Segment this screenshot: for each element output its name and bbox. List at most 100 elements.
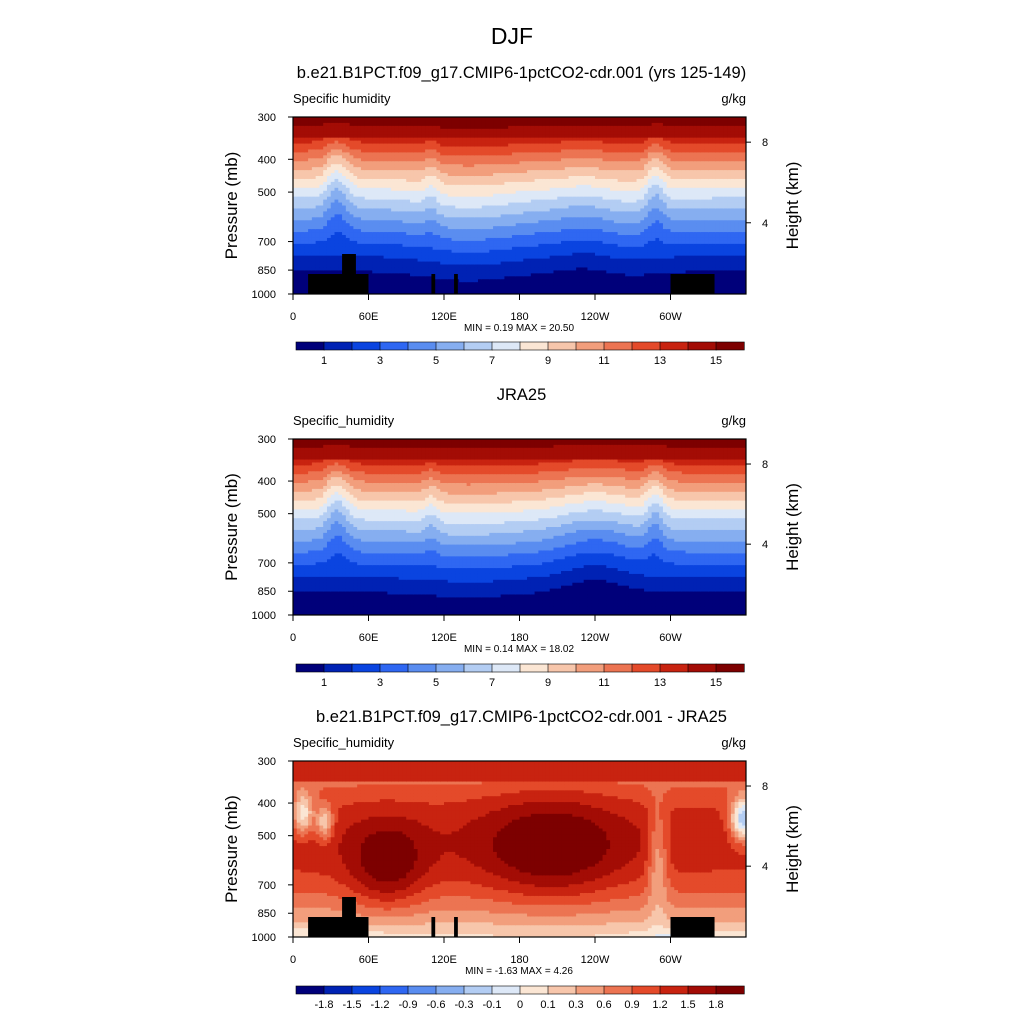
field-cell	[561, 226, 566, 230]
field-cell	[376, 122, 381, 127]
field-cell	[470, 119, 475, 124]
field-cell	[444, 196, 449, 201]
field-cell	[447, 155, 453, 159]
field-cell	[538, 167, 543, 171]
field-cell	[576, 273, 581, 277]
field-cell	[523, 176, 528, 180]
field-cell	[376, 128, 381, 133]
field-cell	[364, 202, 370, 207]
field-cell	[489, 291, 494, 294]
field-cell	[527, 288, 532, 292]
field-cell	[511, 267, 517, 271]
field-cell	[549, 285, 555, 289]
field-cell	[334, 258, 339, 263]
field-cell	[440, 164, 445, 168]
field-cell	[387, 146, 392, 151]
field-cell	[496, 235, 502, 239]
field-cell	[338, 176, 343, 180]
field-cell	[493, 167, 498, 171]
field-cell	[319, 235, 324, 239]
field-cell	[308, 140, 313, 145]
field-cell	[398, 226, 404, 230]
field-cell	[576, 217, 581, 221]
field-cell	[470, 235, 475, 239]
field-cell	[493, 158, 498, 162]
field-cell	[383, 143, 388, 148]
field-cell	[515, 237, 521, 242]
field-cell	[447, 291, 453, 294]
field-cell	[425, 208, 430, 212]
field-cell	[496, 131, 502, 136]
field-cell	[334, 125, 339, 130]
field-cell	[319, 122, 324, 127]
field-cell	[455, 137, 460, 142]
field-cell	[311, 264, 317, 269]
field-cell	[545, 184, 551, 189]
field-cell	[602, 178, 607, 183]
field-cell	[345, 202, 351, 207]
field-cell	[508, 226, 513, 230]
field-cell	[474, 291, 479, 294]
field-cell	[542, 288, 547, 292]
field-cell	[304, 267, 309, 271]
field-cell	[496, 211, 502, 215]
field-cell	[568, 167, 573, 171]
field-cell	[602, 220, 607, 224]
field-cell	[387, 273, 392, 277]
field-cell	[527, 143, 532, 148]
field-cell	[364, 190, 370, 195]
field-cell	[413, 155, 419, 159]
field-cell	[519, 181, 524, 186]
field-cell	[402, 119, 407, 124]
field-cell	[398, 199, 404, 204]
field-cell	[545, 173, 551, 177]
field-cell	[308, 181, 313, 186]
field-cell	[602, 167, 607, 171]
field-cell	[311, 211, 317, 215]
field-cell	[545, 270, 551, 274]
field-cell	[561, 255, 566, 260]
field-cell	[440, 264, 445, 269]
field-cell	[311, 128, 317, 133]
field-cell	[534, 279, 539, 283]
field-cell	[300, 202, 305, 207]
field-cell	[561, 131, 566, 136]
field-cell	[542, 226, 547, 230]
field-cell	[360, 161, 366, 165]
field-cell	[519, 214, 524, 218]
field-cell	[410, 246, 415, 251]
field-cell	[470, 229, 475, 233]
field-cell	[530, 196, 536, 201]
field-cell	[296, 122, 302, 127]
field-cell	[323, 173, 328, 177]
field-cell	[527, 205, 532, 210]
field-cell	[379, 226, 385, 230]
field-cell	[406, 246, 411, 251]
field-cell	[595, 226, 600, 230]
field-cell	[530, 211, 536, 215]
field-cell	[553, 149, 558, 153]
field-cell	[326, 196, 332, 201]
field-cell	[391, 226, 396, 230]
field-cell	[587, 119, 592, 124]
field-cell	[330, 235, 336, 239]
field-cell	[595, 149, 600, 153]
field-cell	[508, 279, 513, 283]
field-cell	[315, 117, 321, 121]
field-cell	[508, 232, 513, 236]
field-cell	[579, 196, 585, 201]
field-cell	[455, 258, 460, 263]
field-cell	[383, 270, 388, 274]
field-cell	[326, 152, 332, 156]
field-cell	[602, 214, 607, 218]
field-cell	[436, 279, 441, 283]
field-cell	[368, 149, 373, 153]
field-cell	[542, 264, 547, 269]
field-cell	[496, 217, 502, 221]
field-cell	[394, 255, 400, 260]
field-cell	[323, 226, 328, 230]
field-cell	[496, 246, 502, 251]
field-cell	[462, 214, 468, 218]
field-cell	[421, 125, 426, 130]
field-cell	[572, 158, 577, 162]
